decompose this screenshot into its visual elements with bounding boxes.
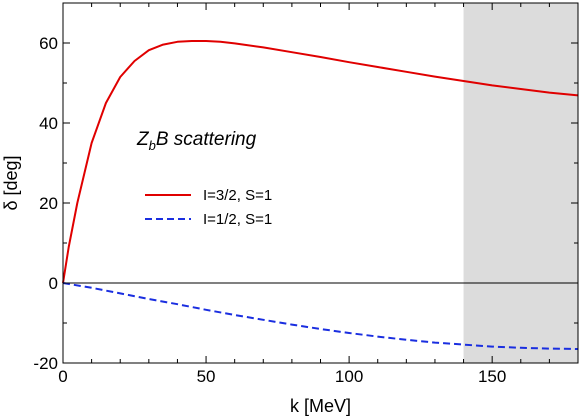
annotation-rest: B scattering [156,129,257,150]
series-line-i12 [62,282,579,350]
x-tick-label: 100 [335,367,363,386]
x-tick-label: 150 [478,367,506,386]
annotation-main: Z [136,129,150,150]
y-tick-label: 60 [39,34,58,53]
shaded-region [463,3,578,363]
x-axis-label: k [MeV] [290,396,351,416]
legend-label-i12: I=1/2, S=1 [203,211,272,228]
annotation-subscript: b [149,138,156,153]
y-tick-label: 40 [39,114,58,133]
tick-layer [62,3,578,364]
legend-label-i32: I=3/2, S=1 [203,187,272,204]
x-tick-label: 0 [58,367,67,386]
y-axis-label: δ [deg] [1,155,21,210]
annotation: ZbB scattering [136,129,257,153]
x-tick-label: 50 [197,367,216,386]
series-layer [62,40,579,350]
y-tick-label: 20 [39,194,58,213]
series-line-i32 [62,40,579,284]
y-tick-label: 0 [49,274,58,293]
shaded-region-layer [463,3,578,363]
legend: I=3/2, S=1 I=1/2, S=1 [145,187,272,228]
y-tick-label: -20 [33,354,58,373]
